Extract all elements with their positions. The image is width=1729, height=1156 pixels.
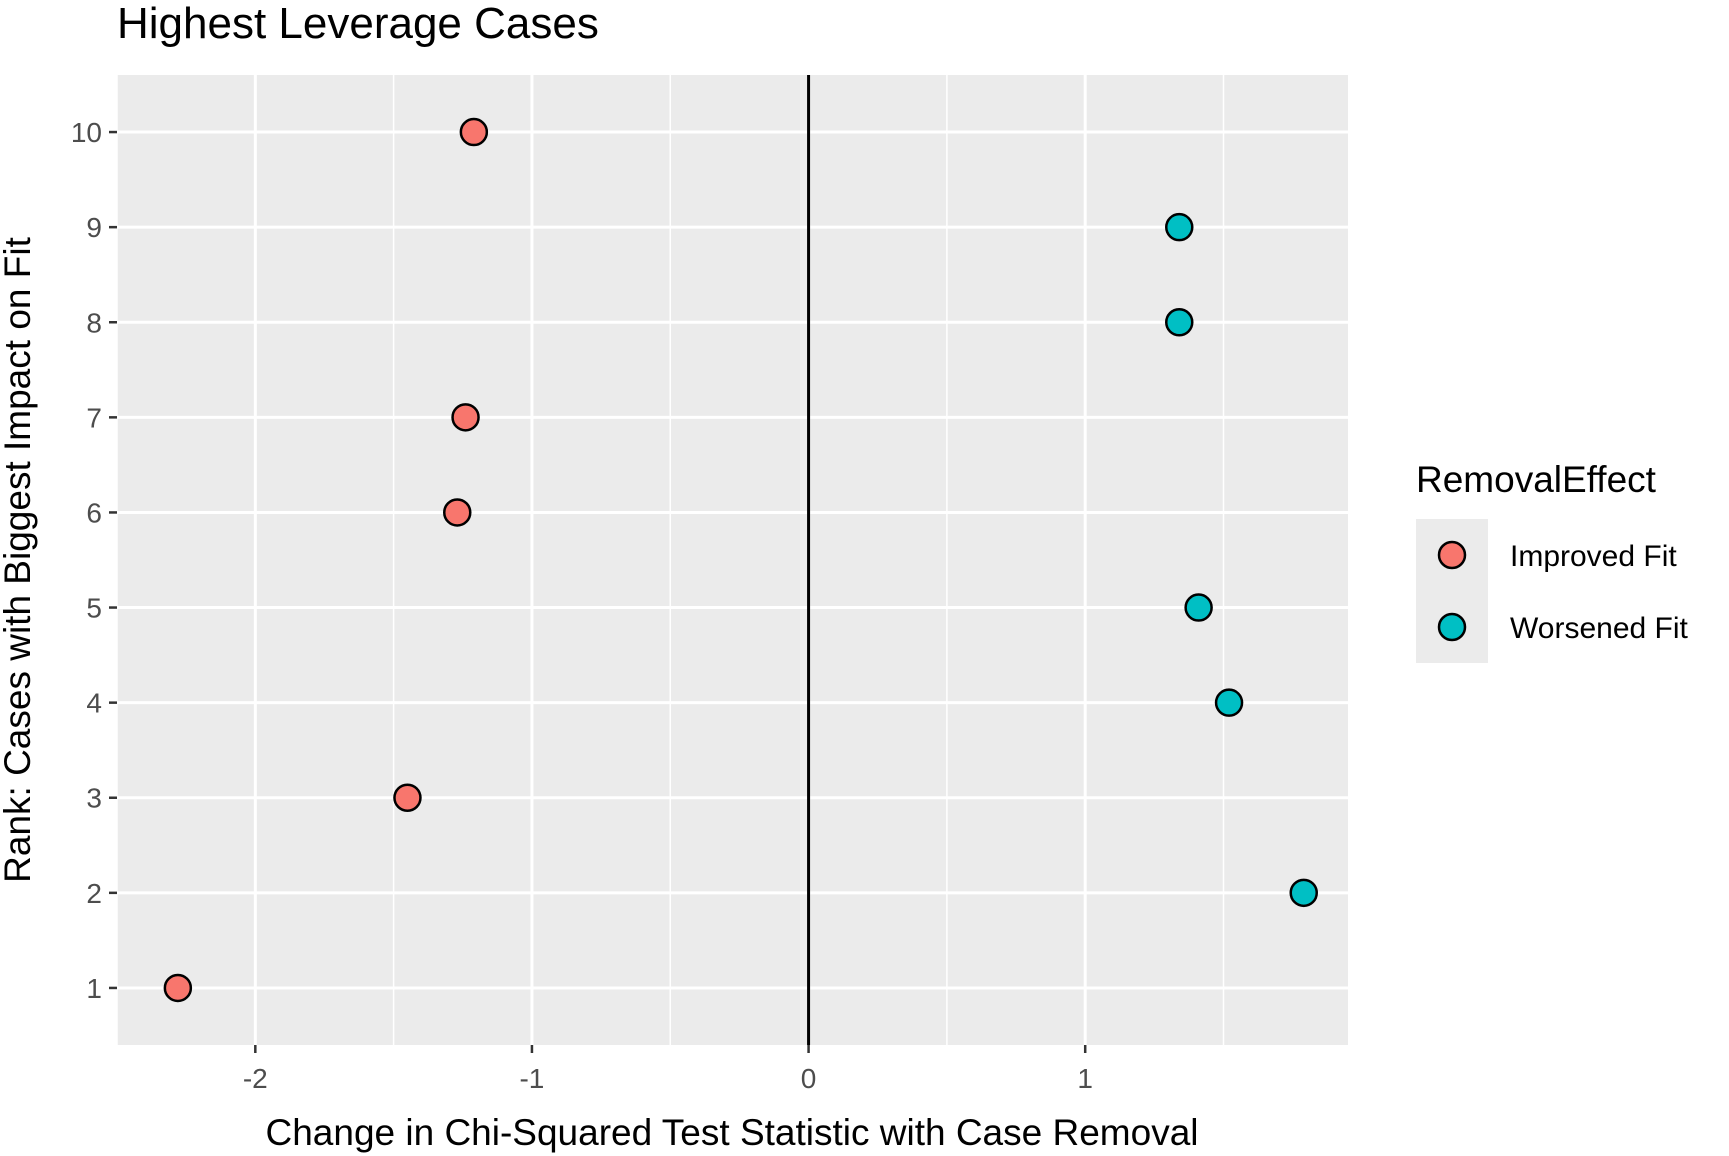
- x-tick-label: -1: [519, 1063, 544, 1094]
- point-improved-fit: [451, 403, 480, 432]
- x-tick-label: 1: [1077, 1063, 1093, 1094]
- x-axis: -2 -1 0 1: [243, 1045, 1093, 1094]
- legend-key: [1437, 540, 1467, 570]
- y-tick-label: 1: [86, 973, 102, 1004]
- point-worsened-fit: [1289, 878, 1318, 908]
- y-tick-label: 7: [86, 402, 102, 433]
- x-axis-title: Change in Chi-Squared Test Statistic wit…: [266, 1112, 1199, 1153]
- legend-key-background: [1416, 519, 1488, 663]
- point-improved-fit: [163, 973, 193, 1003]
- y-tick-label: 8: [86, 307, 102, 338]
- legend-label: Worsened Fit: [1510, 612, 1689, 645]
- major-gridlines: [117, 75, 1348, 1045]
- chart-title: Highest Leverage Cases: [117, 0, 599, 48]
- y-axis-title: Rank: Cases with Biggest Impact on Fit: [0, 236, 38, 882]
- y-tick-label: 4: [86, 688, 102, 719]
- legend-title: RemovalEffect: [1416, 459, 1657, 500]
- data-points: [163, 117, 1318, 1003]
- y-tick-label: 5: [86, 593, 102, 624]
- y-tick-label: 6: [86, 497, 102, 528]
- plot-panel: [117, 75, 1348, 1045]
- point-worsened-fit: [1184, 593, 1213, 622]
- point-worsened-fit: [1165, 308, 1194, 337]
- legend-key: [1437, 612, 1467, 642]
- legend: RemovalEffect Improved Fit Worsened Fit: [1416, 459, 1689, 663]
- legend-label: Improved Fit: [1510, 540, 1677, 573]
- point-improved-fit: [459, 117, 489, 147]
- point-worsened-fit: [1214, 688, 1244, 717]
- point-improved-fit: [393, 783, 422, 812]
- minor-gridlines: [116, 75, 1225, 1045]
- y-tick-label: 2: [86, 878, 102, 909]
- point-improved-fit: [443, 498, 472, 527]
- x-tick-label: -2: [243, 1063, 268, 1094]
- y-axis: 1 2 3 4 5 6 7 8 9 10: [71, 117, 117, 1004]
- x-tick-label: 0: [801, 1063, 817, 1094]
- y-tick-label: 9: [86, 212, 102, 243]
- y-tick-label: 3: [86, 783, 102, 814]
- y-tick-label: 10: [71, 117, 102, 148]
- point-worsened-fit: [1165, 212, 1194, 242]
